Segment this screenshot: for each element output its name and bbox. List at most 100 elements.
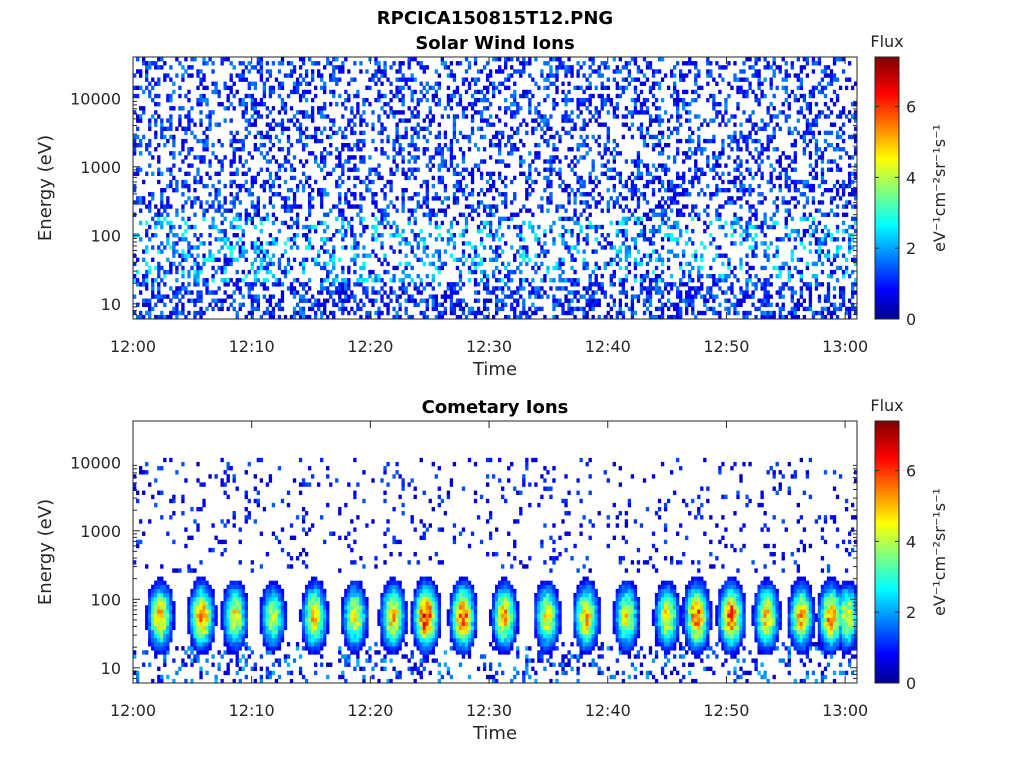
heatmap-cell (793, 179, 797, 185)
heatmap-cell (633, 183, 638, 189)
heatmap-cell (295, 110, 300, 115)
heatmap-cell (335, 216, 339, 222)
heatmap-cell (380, 151, 384, 156)
heatmap-cell (528, 106, 532, 111)
heatmap-cell (341, 237, 345, 242)
heatmap-cell (347, 97, 351, 103)
heatmap-cell (733, 159, 737, 164)
heatmap-cell (157, 245, 161, 250)
heatmap-cell (280, 122, 285, 127)
heatmap-cell (666, 179, 671, 185)
heatmap-cell (772, 114, 776, 119)
heatmap-cell (748, 85, 752, 91)
heatmap-cell (166, 237, 170, 242)
heatmap-cell (163, 61, 167, 66)
panel-title: Solar Wind Ions (415, 33, 574, 54)
heatmap-cell (694, 167, 698, 172)
heatmap-cell (449, 151, 454, 156)
heatmap-cell (452, 233, 457, 238)
heatmap-cell (353, 241, 357, 246)
heatmap-cell (443, 306, 448, 312)
heatmap-cell (205, 257, 209, 262)
heatmap-cell (304, 134, 309, 140)
heatmap-cell (280, 130, 285, 136)
heatmap-cell (295, 77, 300, 82)
heatmap-cell (268, 294, 273, 299)
heatmap-cell (220, 302, 224, 308)
heatmap-cell (395, 196, 399, 201)
heatmap-cell (455, 200, 460, 205)
heatmap-cell (739, 163, 743, 168)
heatmap-cell (229, 192, 233, 197)
heatmap-cell (488, 73, 493, 78)
heatmap-cell (660, 97, 665, 103)
heatmap-cell (528, 282, 532, 287)
heatmap-cell (238, 216, 242, 222)
heatmap-cell (745, 228, 749, 234)
heatmap-cell (329, 102, 333, 107)
heatmap-cell (513, 81, 517, 86)
heatmap-cell (235, 278, 239, 283)
heatmap-cell (491, 233, 496, 238)
heatmap-cell (256, 237, 260, 242)
heatmap-cell (651, 118, 656, 123)
heatmap-cell (491, 183, 496, 189)
heatmap-cell (805, 142, 810, 148)
heatmap-cell (498, 286, 502, 291)
heatmap-cell (549, 114, 553, 119)
heatmap-cell (691, 278, 695, 283)
heatmap-cell (262, 257, 267, 262)
heatmap-cell (314, 130, 318, 136)
heatmap-cell (685, 261, 689, 267)
heatmap-cell (612, 204, 616, 209)
heatmap-cell (685, 224, 689, 230)
heatmap-cell (573, 126, 577, 131)
heatmap-cell (757, 126, 761, 131)
heatmap-cell (567, 249, 571, 254)
heatmap-cell (434, 224, 438, 230)
heatmap-cell (380, 138, 384, 144)
heatmap-cell (307, 286, 312, 291)
heatmap-cell (528, 306, 532, 312)
heatmap-cell (802, 192, 807, 197)
heatmap-cell (301, 110, 306, 115)
heatmap-cell (615, 81, 619, 86)
heatmap-cells (133, 57, 858, 320)
heatmap-cell (368, 253, 372, 258)
heatmap-cell (314, 93, 318, 99)
heatmap-cell (377, 114, 381, 119)
heatmap-cell (495, 69, 499, 74)
heatmap-cell (709, 290, 713, 295)
heatmap-cell (769, 65, 773, 70)
heatmap-cell (169, 151, 173, 156)
heatmap-cell (371, 269, 375, 275)
heatmap-cell (377, 89, 381, 95)
heatmap-cell (307, 134, 312, 140)
heatmap-cell (784, 220, 788, 226)
heatmap-cell (404, 261, 408, 267)
heatmap-cell (543, 61, 547, 66)
heatmap-cell (588, 85, 592, 91)
heatmap-cell (682, 188, 686, 193)
heatmap-cell (304, 257, 309, 262)
heatmap-cell (642, 286, 647, 291)
heatmap-cell (479, 278, 484, 283)
heatmap-cell (715, 253, 719, 258)
heatmap-cell (516, 57, 520, 62)
heatmap-cell (413, 286, 417, 291)
heatmap-cell (742, 183, 746, 189)
heatmap-cell (184, 200, 188, 205)
heatmap-cell (573, 278, 577, 283)
heatmap-cell (196, 273, 200, 279)
heatmap-cell (781, 237, 785, 242)
heatmap-cell (395, 208, 399, 213)
heatmap-cell (461, 106, 466, 111)
heatmap-cell (799, 192, 803, 197)
heatmap-cell (416, 130, 420, 136)
heatmap-cell (310, 110, 315, 115)
heatmap-cell (262, 249, 267, 254)
heatmap-cell (434, 102, 438, 107)
heatmap-cell (359, 216, 363, 222)
heatmap-cell (295, 89, 300, 95)
heatmap-cell (763, 278, 767, 283)
